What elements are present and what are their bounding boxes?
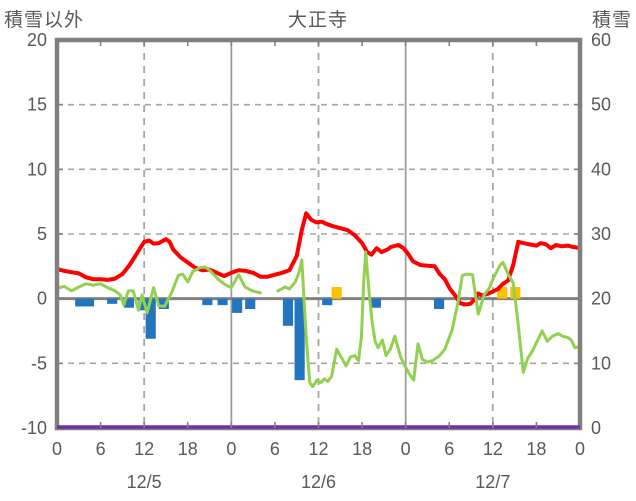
- red-line-path: [55, 211, 582, 307]
- left-axis-tick-label: 20: [27, 30, 47, 50]
- blue-bars-bar: [217, 298, 228, 306]
- chart-title: 大正寺: [287, 10, 349, 31]
- left-axis-tick-label: 0: [37, 289, 47, 309]
- blue-bars-bar: [83, 298, 95, 307]
- x-axis-hour-label: 18: [526, 439, 546, 459]
- x-axis-hour-label: 0: [52, 439, 62, 459]
- blue-bars-bar: [107, 298, 118, 304]
- left-axis-tick-label: 5: [37, 224, 47, 244]
- x-axis-hour-label: 6: [96, 439, 106, 459]
- blue-bars-bar: [75, 298, 86, 307]
- blue-bars-bar: [433, 298, 445, 310]
- right-axis-tick-label: 10: [591, 353, 611, 373]
- blue-bars-bar: [145, 298, 156, 339]
- right-axis-tick-label: 50: [591, 95, 611, 115]
- right-axis-tick-label: 20: [591, 289, 611, 309]
- yellow-bars-bar: [331, 287, 342, 299]
- x-axis-hour-label: 18: [352, 439, 372, 459]
- green-line-path: [55, 250, 582, 389]
- x-axis-hour-label: 18: [178, 439, 198, 459]
- blue-bars-bar: [232, 298, 243, 313]
- right-axis-tick-label: 60: [591, 30, 611, 50]
- x-axis-hour-label: 0: [401, 439, 411, 459]
- x-axis-hour-label: 12: [308, 439, 328, 459]
- left-axis-tick-label: -5: [31, 353, 47, 373]
- blue-bars-bar: [370, 298, 381, 308]
- right-axis-tick-label: 0: [591, 418, 601, 438]
- blue-bars-bar: [322, 298, 333, 306]
- x-axis-hour-label: 6: [444, 439, 454, 459]
- x-axis-hour-label: 0: [226, 439, 236, 459]
- blue-bars-bar: [202, 298, 213, 306]
- right-axis-title: 積雪: [591, 10, 632, 31]
- x-axis-hour-label: 12: [483, 439, 503, 459]
- x-axis-date-label: 12/6: [301, 472, 336, 492]
- x-axis-date-label: 12/5: [127, 472, 162, 492]
- left-axis-tick-label: 10: [27, 159, 47, 179]
- blue-bars-bar: [294, 298, 305, 381]
- left-axis-tick-label: 15: [27, 95, 47, 115]
- left-axis-tick-label: -10: [21, 418, 47, 438]
- left-axis-title: 積雪以外: [4, 10, 85, 31]
- x-axis-date-label: 12/7: [475, 472, 510, 492]
- x-axis-hour-label: 6: [270, 439, 280, 459]
- x-axis-hour-label: 12: [134, 439, 154, 459]
- yellow-bars-bar: [497, 287, 508, 299]
- right-axis-tick-label: 30: [591, 224, 611, 244]
- right-axis-tick-label: 40: [591, 159, 611, 179]
- x-axis-hour-label: 0: [575, 439, 585, 459]
- blue-bars-bar: [123, 298, 134, 308]
- blue-bars-bar: [158, 298, 169, 310]
- blue-bars-bar: [282, 298, 294, 326]
- blue-bars-bar: [245, 298, 256, 310]
